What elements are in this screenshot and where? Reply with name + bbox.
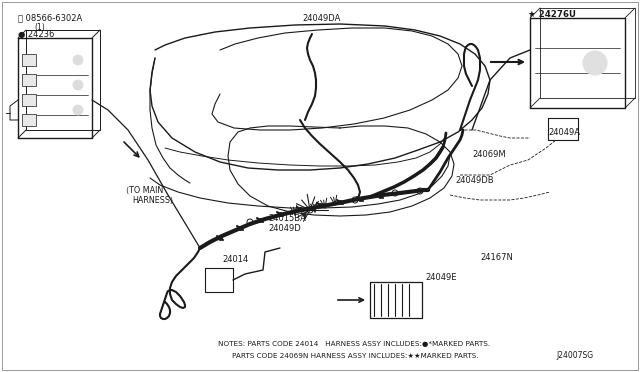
Bar xyxy=(22,114,36,126)
Text: 24167N: 24167N xyxy=(480,253,513,263)
Circle shape xyxy=(73,105,83,115)
Text: J24007SG: J24007SG xyxy=(556,352,593,360)
Text: ● 24236: ● 24236 xyxy=(18,29,54,38)
Text: HARNESS⟩: HARNESS⟩ xyxy=(132,196,173,205)
Text: 24069M: 24069M xyxy=(472,150,506,158)
Text: 24049DB: 24049DB xyxy=(455,176,493,185)
Bar xyxy=(22,54,36,66)
Text: ⟨TO MAIN: ⟨TO MAIN xyxy=(126,186,163,195)
Text: 24014: 24014 xyxy=(222,256,248,264)
Text: ★ 24276U: ★ 24276U xyxy=(528,10,576,19)
Circle shape xyxy=(73,80,83,90)
Text: 24049E: 24049E xyxy=(425,273,456,282)
Text: PARTS CODE 24069N HARNESS ASSY INCLUDES:★★MARKED PARTS.: PARTS CODE 24069N HARNESS ASSY INCLUDES:… xyxy=(232,353,479,359)
Circle shape xyxy=(583,51,607,75)
Bar xyxy=(22,94,36,106)
Bar xyxy=(22,74,36,86)
Text: (1): (1) xyxy=(34,22,45,32)
Text: 24049D: 24049D xyxy=(268,224,301,232)
Text: Ⓑ 08566-6302A: Ⓑ 08566-6302A xyxy=(18,13,83,22)
Circle shape xyxy=(73,55,83,65)
Text: 24049A: 24049A xyxy=(548,128,580,137)
Text: 24049DA: 24049DA xyxy=(302,13,340,22)
Text: NOTES: PARTS CODE 24014   HARNESS ASSY INCLUDES:●*MARKED PARTS.: NOTES: PARTS CODE 24014 HARNESS ASSY INC… xyxy=(218,341,490,347)
Text: 24015BA: 24015BA xyxy=(268,214,306,222)
